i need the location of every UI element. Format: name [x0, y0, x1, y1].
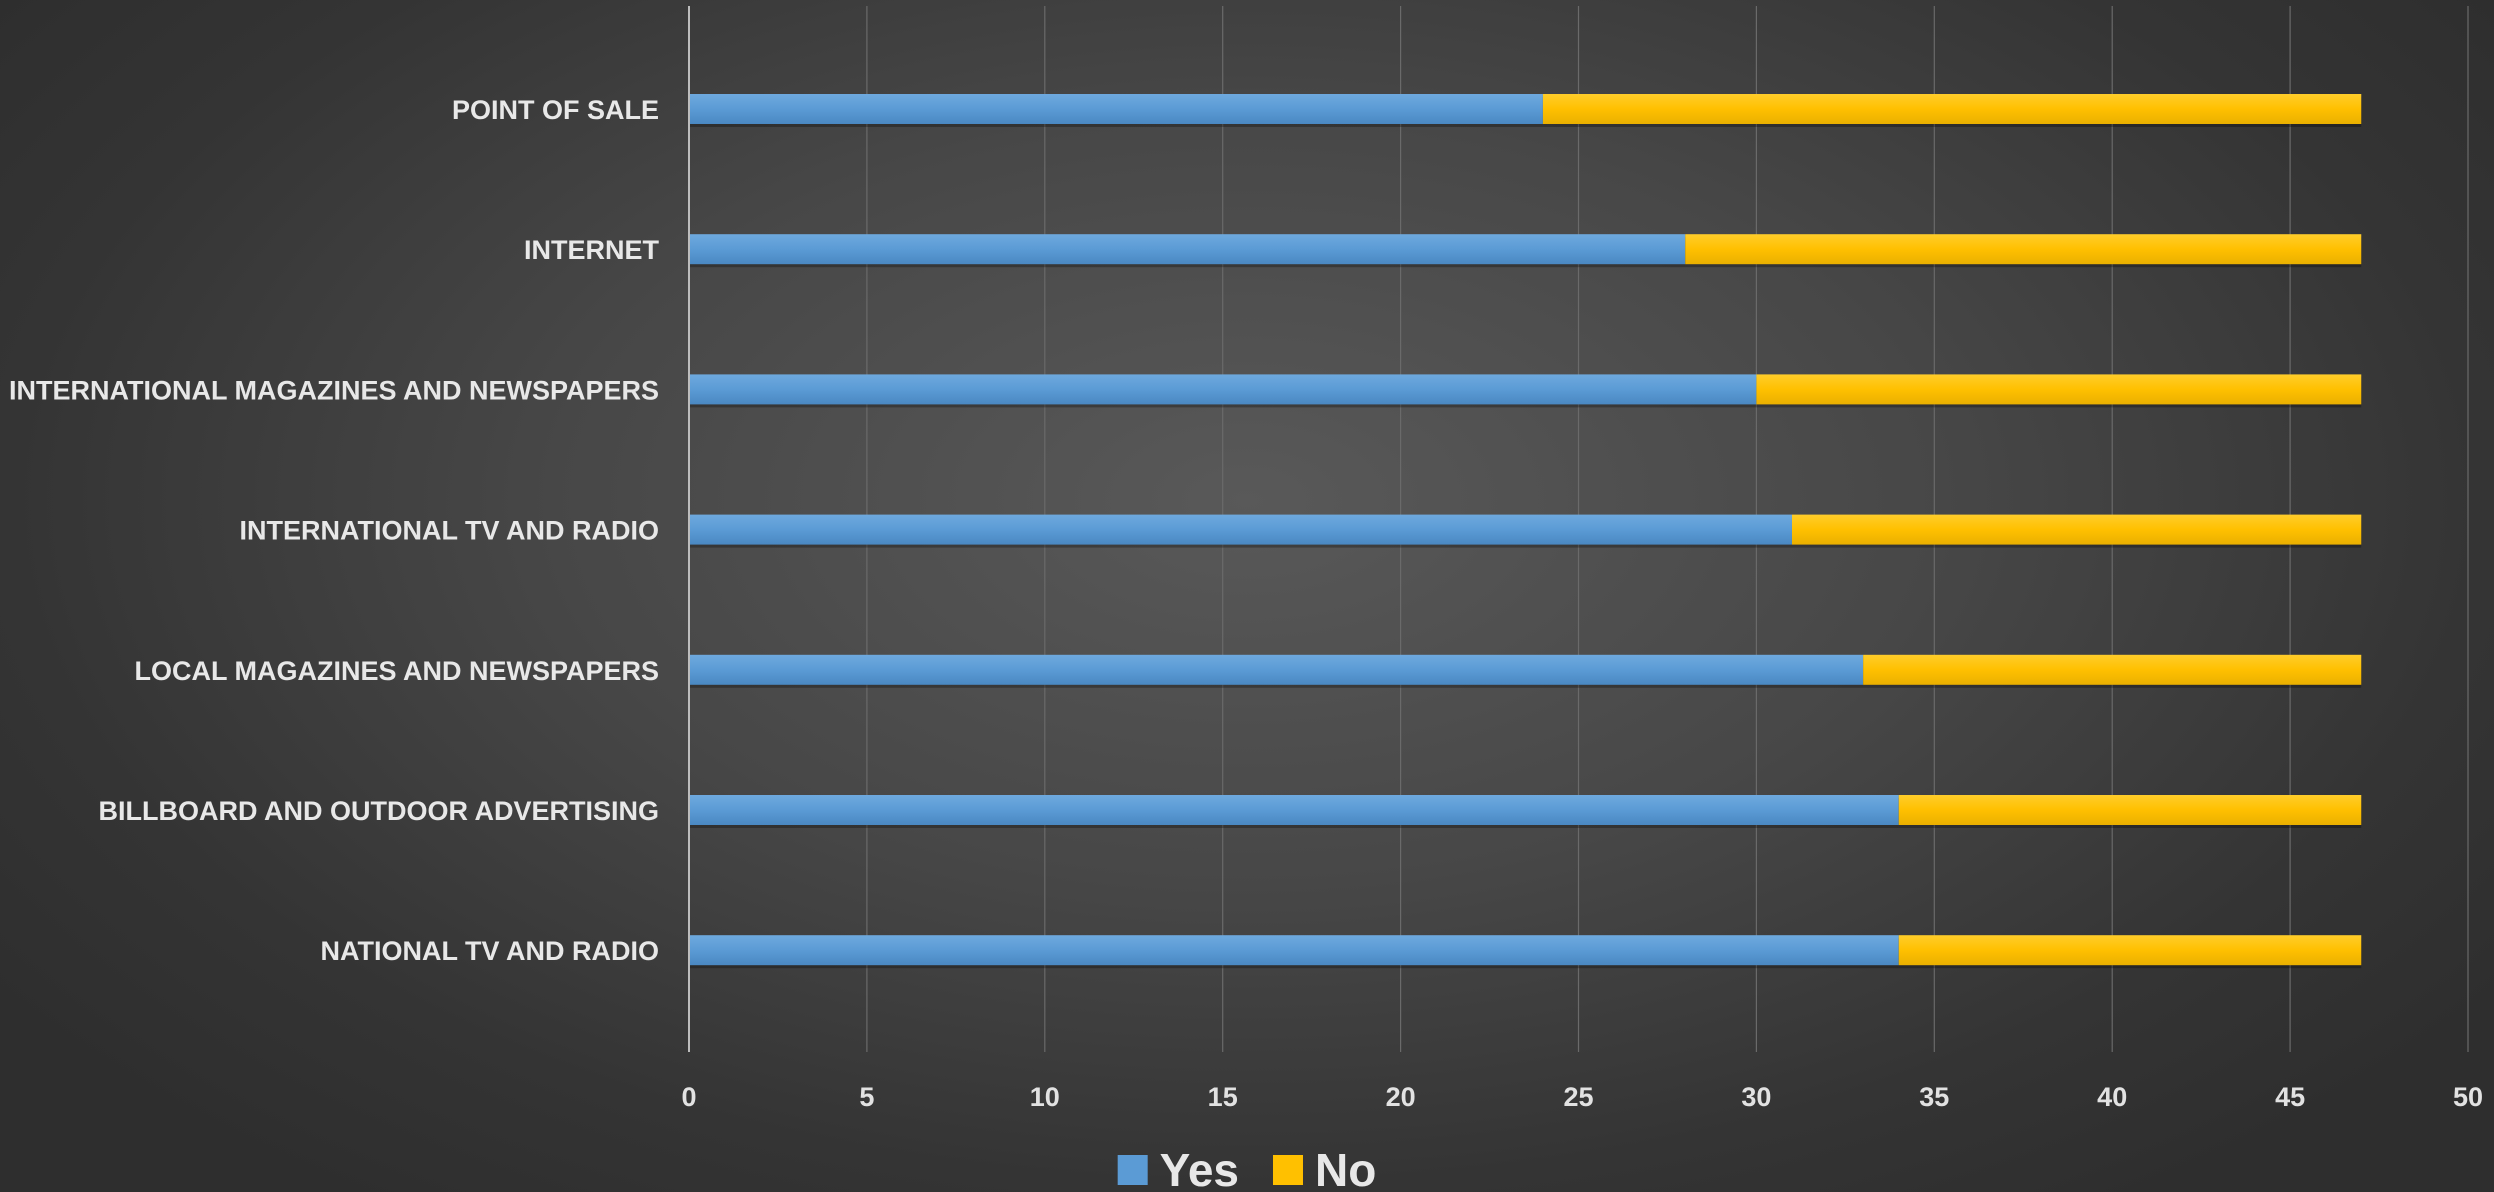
- x-tick-35: 35: [1919, 1082, 1949, 1112]
- category-label-internet: INTERNET: [524, 235, 660, 265]
- bar-local-magazines-and-newspapers-no: [1863, 654, 2362, 685]
- bar-point-of-sale-no: [1542, 94, 2362, 124]
- category-labels: POINT OF SALE INTERNET INTERNATIONAL MAGAZ…: [9, 95, 660, 966]
- x-tick-0: 0: [681, 1082, 696, 1112]
- legend-swatch-yes: [1117, 1155, 1148, 1185]
- legend-label-no: No: [1315, 1144, 1376, 1192]
- bar-point-of-sale-yes: [689, 94, 1543, 124]
- x-tick-20: 20: [1386, 1082, 1416, 1112]
- bar-international-magazines-and-newspapers-yes: [689, 374, 1757, 405]
- bar-billboard-and-outdoor-advertising-no: [1898, 795, 2362, 825]
- category-label-international-tv-and-radio: INTERNATIONAL TV AND RADIO: [240, 516, 660, 546]
- bar-international-tv-and-radio-no: [1791, 514, 2362, 545]
- bar-international-magazines-and-newspapers-no: [1756, 374, 2362, 405]
- category-label-local-magazines-and-newspapers: LOCAL MAGAZINES AND NEWSPAPERS: [134, 656, 659, 686]
- bar-billboard-and-outdoor-advertising-yes: [689, 795, 1899, 825]
- bar-national-tv-and-radio-yes: [689, 935, 1899, 966]
- category-label-international-magazines-and-newspapers: INTERNATIONAL MAGAZINES AND NEWSPAPERS: [9, 375, 659, 405]
- bar-local-magazines-and-newspapers-yes: [689, 654, 1864, 685]
- x-tick-10: 10: [1030, 1082, 1060, 1112]
- category-label-point-of-sale: POINT OF SALE: [452, 95, 659, 125]
- x-tick-15: 15: [1208, 1082, 1238, 1112]
- legend: Yes No: [1117, 1144, 1376, 1192]
- bar-national-tv-and-radio-no: [1898, 935, 2362, 966]
- x-tick-30: 30: [1741, 1082, 1771, 1112]
- legend-label-yes: Yes: [1160, 1144, 1239, 1192]
- x-tick-labels: 0 5 10 15 20 25 30 35 40 45 50: [681, 1082, 2483, 1112]
- x-tick-25: 25: [1563, 1082, 1593, 1112]
- x-tick-45: 45: [2275, 1082, 2305, 1112]
- bar-internet-yes: [689, 234, 1686, 265]
- category-label-national-tv-and-radio: NATIONAL TV AND RADIO: [321, 936, 660, 966]
- x-tick-50: 50: [2453, 1082, 2483, 1112]
- category-label-billboard-and-outdoor-advertising: BILLBOARD AND OUTDOOR ADVERTISING: [99, 796, 660, 826]
- x-tick-40: 40: [2097, 1082, 2127, 1112]
- bars: [689, 94, 2362, 969]
- bar-internet-no: [1685, 234, 2362, 265]
- bar-international-tv-and-radio-yes: [689, 514, 1792, 545]
- legend-swatch-no: [1272, 1155, 1303, 1185]
- x-tick-5: 5: [859, 1082, 874, 1112]
